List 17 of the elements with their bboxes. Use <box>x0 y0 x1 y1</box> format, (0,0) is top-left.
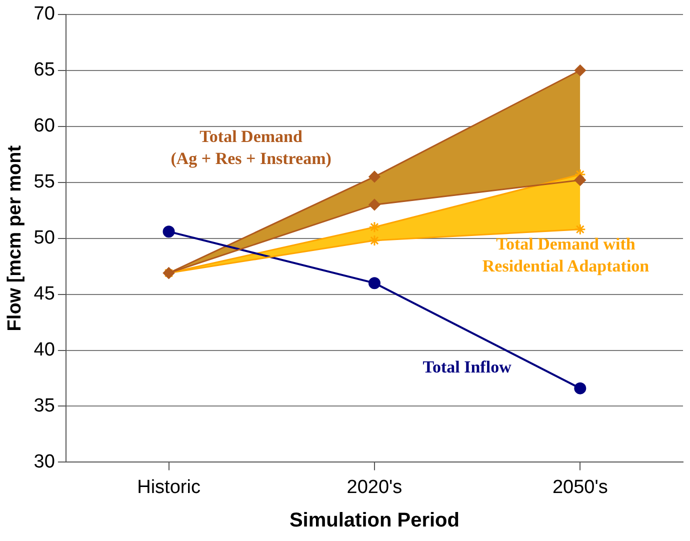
x-tick-label: Historic <box>137 476 200 498</box>
y-tick-label: 60 <box>34 116 55 137</box>
y-tick-label: 65 <box>34 60 55 81</box>
y-axis-title: Flow [mcm per mont <box>4 144 26 332</box>
series-label: Total Inflow <box>422 358 512 377</box>
x-tick-label: 2020's <box>346 476 402 498</box>
x-tick-label: 2050's <box>552 476 608 498</box>
series-label: Total Demand (Ag + Res + Instream) <box>170 127 332 168</box>
series-label: Total Demand with Residential Adaptation <box>482 234 650 276</box>
y-tick-label: 30 <box>34 451 55 472</box>
x-axis-title: Simulation Period <box>289 510 460 532</box>
y-tick-label: 40 <box>34 339 55 360</box>
y-tick-label: 35 <box>34 395 55 416</box>
y-tick-label: 55 <box>34 172 55 193</box>
y-tick-label: 50 <box>34 228 55 249</box>
y-tick-label: 70 <box>34 4 55 25</box>
y-tick-label: 45 <box>34 284 55 305</box>
